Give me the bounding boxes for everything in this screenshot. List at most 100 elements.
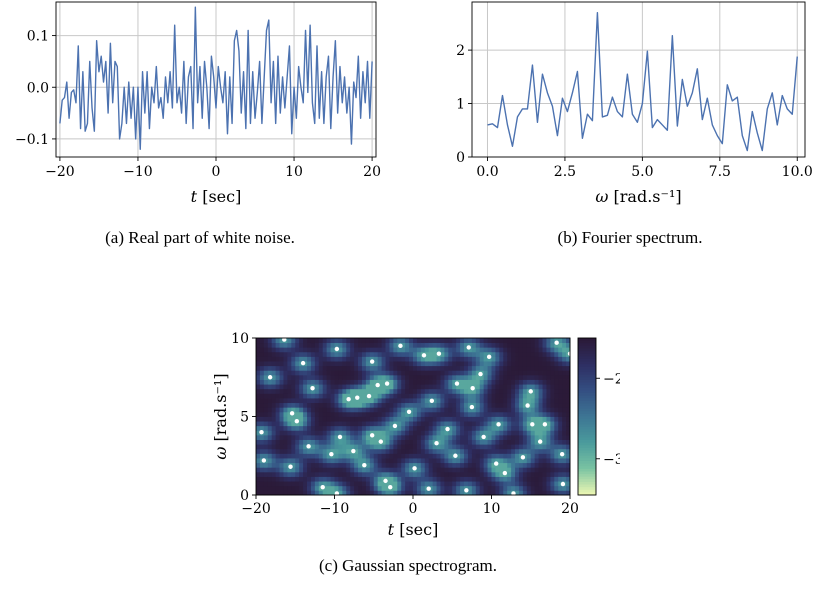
heatmap-cell (507, 490, 512, 496)
heatmap-cell (381, 485, 386, 491)
heatmap-cell (314, 379, 320, 385)
heatmap-cell (495, 490, 500, 496)
spectrogram-zero-point (464, 488, 469, 493)
heatmap-cell (416, 374, 422, 380)
heatmap-cell (546, 462, 551, 468)
heatmap-cell (307, 407, 312, 413)
heatmap-cell (322, 365, 328, 371)
heatmap-cell (342, 356, 347, 362)
heatmap-cell (377, 370, 383, 376)
heatmap-cell (432, 434, 437, 440)
heatmap-cell (511, 393, 516, 399)
colorbar-segment (578, 408, 596, 412)
heatmap-cell (420, 338, 426, 344)
heatmap-cell (314, 453, 320, 459)
heatmap-cell (361, 374, 367, 380)
heatmap-cell (303, 407, 308, 413)
heatmap-cell (373, 467, 379, 473)
heatmap-cell (475, 458, 481, 464)
heatmap-cell (526, 430, 532, 436)
heatmap-cell (420, 416, 426, 422)
heatmap-cell (534, 421, 540, 427)
heatmap-cell (495, 351, 500, 357)
heatmap-cell (397, 407, 402, 413)
heatmap-cell (413, 485, 418, 491)
heatmap-cell (515, 462, 520, 468)
heatmap-cell (522, 416, 528, 422)
spectrogram-zero-point (383, 478, 388, 484)
heatmap-cell (287, 476, 292, 482)
heatmap-cell (295, 448, 300, 454)
heatmap-cell (338, 342, 343, 348)
heatmap-cell (522, 365, 528, 371)
heatmap-cell (471, 434, 477, 440)
heatmap-cell (342, 379, 347, 385)
heatmap-cell (405, 347, 410, 353)
heatmap-cell (279, 347, 284, 353)
heatmap-cell (507, 402, 512, 408)
heatmap-cell (542, 356, 547, 362)
heatmap-cell (522, 444, 528, 450)
heatmap-cell (526, 351, 532, 357)
heatmap-cell (428, 361, 434, 367)
heatmap-cell (409, 476, 414, 482)
heatmap-cell (416, 416, 422, 422)
heatmap-cell (444, 361, 449, 367)
heatmap-cell (448, 416, 453, 422)
heatmap-cell (460, 485, 465, 491)
heatmap-cell (326, 458, 331, 464)
heatmap-cell (460, 448, 465, 454)
heatmap-cell (428, 490, 434, 496)
heatmap-cell (393, 467, 398, 473)
heatmap-cell (401, 342, 406, 348)
heatmap-cell (432, 458, 437, 464)
heatmap-cell (287, 407, 292, 413)
colorbar-segment (578, 379, 596, 383)
heatmap-cell (354, 351, 359, 357)
heatmap-cell (475, 356, 481, 362)
heatmap-cell (295, 398, 300, 404)
heatmap-cell (377, 374, 383, 380)
colorbar-segment (578, 476, 596, 480)
heatmap-cell (475, 374, 481, 380)
heatmap-cell (479, 439, 485, 445)
heatmap-cell (522, 351, 528, 357)
heatmap-cell (326, 338, 331, 344)
heatmap-cell (499, 448, 504, 454)
heatmap-cell (420, 402, 426, 408)
heatmap-cell (303, 439, 308, 445)
heatmap-cell (436, 361, 441, 367)
heatmap-cell (475, 444, 481, 450)
heatmap-cell (354, 481, 359, 487)
heatmap-cell (322, 430, 328, 436)
heatmap-cell (436, 462, 441, 468)
heatmap-cell (538, 388, 543, 394)
heatmap-cell (413, 338, 418, 344)
heatmap-cell (307, 347, 312, 353)
heatmap-cell (342, 439, 347, 445)
heatmap-cell (267, 458, 273, 464)
heatmap-cell (263, 347, 269, 353)
heatmap-cell (538, 421, 543, 427)
heatmap-cell (350, 407, 355, 413)
heatmap-cell (495, 430, 500, 436)
heatmap-cell (393, 393, 398, 399)
heatmap-cell (530, 356, 536, 362)
heatmap-cell (475, 467, 481, 473)
heatmap-cell (464, 384, 469, 390)
heatmap-cell (495, 453, 500, 459)
heatmap-cell (322, 379, 328, 385)
heatmap-cell (361, 370, 367, 376)
heatmap-cell (314, 476, 320, 482)
heatmap-cell (318, 398, 324, 404)
heatmap-cell (526, 416, 532, 422)
spectrogram-zero-point (470, 386, 475, 391)
heatmap-cell (381, 467, 386, 473)
heatmap-cell (448, 411, 453, 417)
heatmap-cell (310, 471, 316, 477)
heatmap-cell (307, 338, 312, 344)
heatmap-cell (444, 490, 449, 496)
heatmap-cell (322, 398, 328, 404)
heatmap-cell (259, 347, 265, 353)
heatmap-cell (279, 485, 284, 491)
